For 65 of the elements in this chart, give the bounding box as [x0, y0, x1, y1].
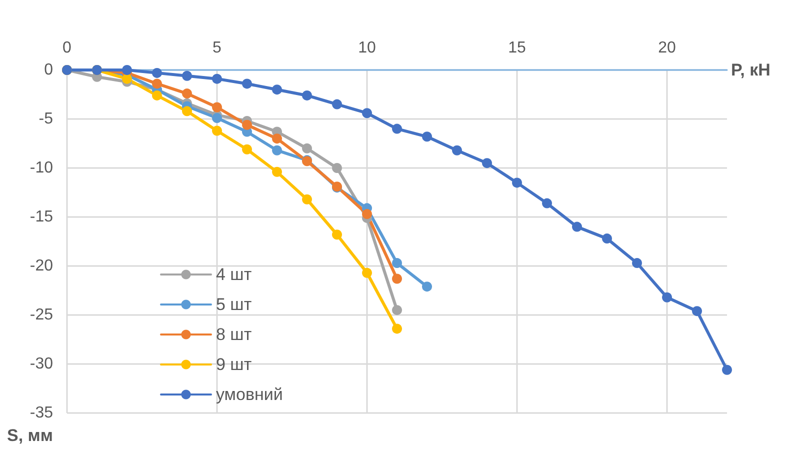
point — [152, 78, 162, 89]
y-tick-label: 0 — [44, 62, 54, 78]
point — [422, 132, 432, 142]
point — [212, 102, 222, 112]
point — [212, 113, 222, 124]
point — [332, 99, 342, 110]
point — [602, 234, 612, 244]
point — [302, 194, 312, 204]
x-tick-label: 10 — [358, 40, 376, 56]
legend-label: 9 шт — [216, 355, 252, 374]
y-tick-label: -5 — [38, 110, 54, 128]
point — [272, 84, 282, 95]
point — [722, 364, 732, 375]
point — [542, 198, 552, 208]
point — [572, 222, 582, 232]
point — [122, 74, 132, 84]
point — [182, 88, 192, 99]
point — [212, 126, 222, 136]
point — [302, 143, 312, 154]
x-tick-label: 0 — [62, 40, 72, 56]
point — [482, 158, 492, 168]
legend-label: 5 шт — [216, 295, 252, 314]
point — [122, 65, 132, 75]
point — [272, 166, 282, 177]
legend-label: умовний — [216, 385, 283, 404]
y-tick-label: -15 — [30, 208, 54, 226]
point — [332, 163, 342, 173]
point — [242, 78, 252, 89]
point — [332, 230, 342, 240]
y-tick-label: -10 — [30, 160, 54, 176]
x-tick-label: 15 — [508, 40, 526, 56]
point — [392, 305, 402, 316]
y-tick-label: -20 — [30, 258, 54, 274]
point — [182, 70, 192, 81]
x-tick-label: 20 — [658, 40, 676, 56]
point — [392, 124, 402, 134]
y-tick-label: -35 — [30, 404, 54, 422]
point — [392, 258, 402, 268]
point — [392, 274, 402, 284]
point — [302, 90, 312, 100]
point — [212, 74, 222, 84]
point — [152, 68, 162, 78]
y-tick-label: -30 — [30, 356, 54, 372]
point — [362, 268, 372, 278]
point — [362, 209, 372, 220]
point — [662, 292, 672, 302]
point — [422, 282, 432, 292]
point — [632, 258, 642, 268]
point — [152, 90, 162, 100]
legend-label: 8 шт — [216, 325, 252, 344]
x-tick-label: 5 — [212, 40, 222, 56]
legend-label: 4 шт — [216, 265, 252, 284]
point — [452, 145, 462, 156]
point — [392, 324, 402, 334]
point — [272, 145, 282, 156]
point — [182, 106, 192, 116]
point — [692, 306, 702, 316]
y-tick-label: -25 — [30, 306, 54, 324]
point — [242, 120, 252, 130]
point — [272, 134, 282, 144]
point — [512, 178, 522, 188]
y-axis-title: S, мм — [7, 426, 53, 445]
x-axis-title: P, кН — [731, 60, 770, 80]
point — [242, 144, 252, 154]
point — [362, 108, 372, 118]
